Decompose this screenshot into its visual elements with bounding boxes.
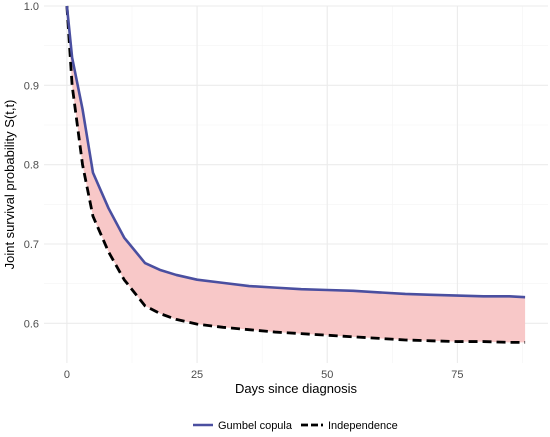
x-tick-label: 50 <box>321 369 333 381</box>
shaded-region <box>66 6 526 343</box>
legend-label-gumbel: Gumbel copula <box>218 420 293 432</box>
series-line-gumbel-copula <box>65 5 526 299</box>
x-tick-label: 25 <box>191 369 203 381</box>
y-tick-label: 0.9 <box>24 80 39 92</box>
y-tick-label: 0.7 <box>24 239 39 251</box>
series-line-independence <box>65 5 526 344</box>
x-axis-ticks: 0 25 50 75 <box>64 369 464 381</box>
y-axis-title: Joint survival probability S(t,t) <box>2 100 17 270</box>
x-axis-title: Days since diagnosis <box>235 381 358 396</box>
y-tick-label: 0.6 <box>24 318 39 330</box>
x-tick-label: 75 <box>451 369 463 381</box>
x-tick-label: 0 <box>64 369 70 381</box>
series-layer <box>65 5 526 344</box>
y-tick-label: 1.0 <box>24 1 39 13</box>
legend-label-independence: Independence <box>328 420 398 432</box>
legend: Gumbel copula Independence <box>193 420 398 432</box>
y-axis-ticks: 0.6 0.7 0.8 0.9 1.0 <box>24 1 39 330</box>
y-tick-label: 0.8 <box>24 160 39 172</box>
